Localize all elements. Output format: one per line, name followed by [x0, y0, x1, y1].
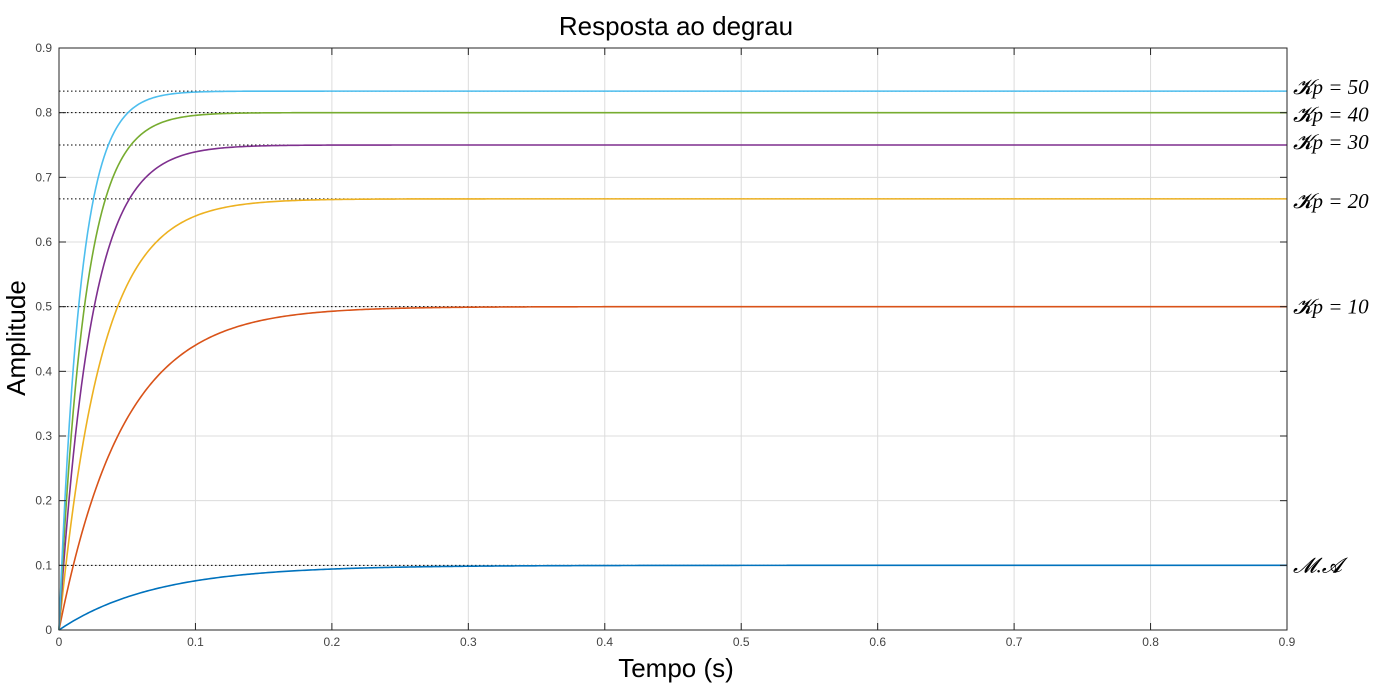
series-label: 𝓚p = 50: [1293, 75, 1369, 99]
y-tick-label: 0.9: [35, 41, 52, 55]
y-tick-label: 0.1: [35, 558, 52, 572]
series-label: 𝓚p = 40: [1293, 103, 1369, 127]
x-tick-label: 0.7: [1006, 635, 1023, 649]
x-tick-label: 0.2: [324, 635, 341, 649]
y-tick-label: 0.6: [35, 235, 52, 249]
series-label: 𝓚p = 30: [1293, 130, 1369, 154]
y-tick-label: 0.4: [35, 364, 52, 378]
tick-labels: 0 0.1 0.2 0.3 0.4 0.5 0.6 0.7 0.8 0.9 0 0.1 0.2 0.3 0.…: [35, 41, 1295, 649]
series-line: [58, 564, 1287, 631]
series-line: [58, 111, 1287, 631]
series-label: 𝓚p = 20: [1293, 189, 1369, 213]
x-axis-label: Tempo (s): [618, 653, 734, 683]
y-tick-label: 0.5: [35, 300, 52, 314]
curve-labels: 𝓜.𝓐 𝓚p = 10 𝓚p = 20 𝓚p = 30 𝓚p = 40 𝓚p = 50: [1293, 75, 1369, 577]
y-tick-label: 0.8: [35, 106, 52, 120]
x-tick-label: 0.8: [1142, 635, 1159, 649]
x-tick-label: 0: [56, 635, 63, 649]
series-line: [58, 90, 1287, 631]
y-tick-label: 0.2: [35, 494, 52, 508]
x-tick-label: 0.3: [460, 635, 477, 649]
x-tick-label: 0.5: [733, 635, 750, 649]
chart-title: Resposta ao degrau: [559, 11, 793, 41]
x-tick-label: 0.4: [596, 635, 613, 649]
series-label: 𝓜.𝓐: [1293, 553, 1349, 577]
series-line: [58, 144, 1287, 631]
y-tick-label: 0: [45, 623, 52, 637]
y-axis-label: Amplitude: [1, 280, 31, 396]
x-tick-label: 0.9: [1279, 635, 1296, 649]
x-tick-label: 0.1: [187, 635, 204, 649]
y-tick-label: 0.7: [35, 170, 52, 184]
x-tick-label: 0.6: [869, 635, 886, 649]
y-tick-label: 0.3: [35, 429, 52, 443]
steady-state-lines: [59, 90, 1287, 566]
series-line: [58, 198, 1287, 631]
series-line: [58, 305, 1287, 631]
series-label: 𝓚p = 10: [1293, 295, 1369, 319]
grid: [58, 47, 1288, 631]
plot-frame: [58, 47, 1288, 631]
series-lines: [58, 90, 1287, 631]
